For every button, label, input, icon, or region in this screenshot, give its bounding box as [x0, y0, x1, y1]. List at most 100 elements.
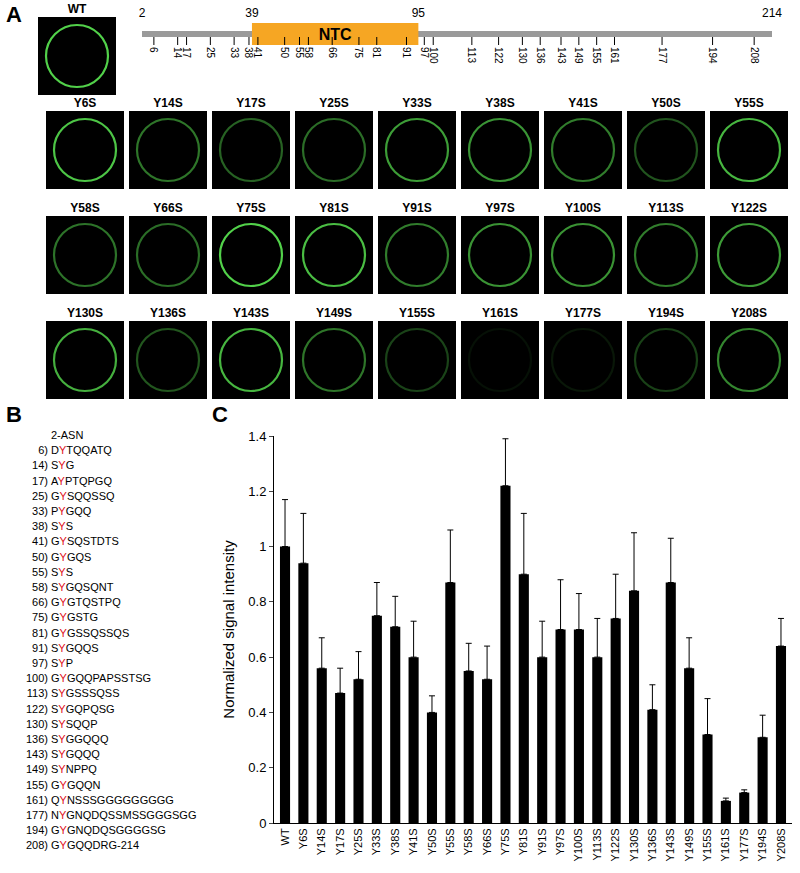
svg-text:Y91S: Y91S [536, 828, 548, 855]
html-text:Y58S: Y58S [70, 201, 100, 215]
svg-text:Y50S: Y50S [426, 828, 438, 855]
html-text:Y136S: Y136S [150, 306, 186, 320]
svg-text:Y41S: Y41S [407, 828, 419, 855]
html-text:Y208S: Y208S [731, 306, 767, 320]
svg-text:25: 25 [205, 47, 216, 59]
html-text:Y155S: Y155S [399, 306, 435, 320]
html-text:WT: WT [67, 2, 87, 16]
html-text:25) G Y SQQSSQ: 25) G Y SQQSSQ [32, 489, 115, 502]
svg-text:17: 17 [181, 47, 192, 59]
html-text:Y100S: Y100S [565, 201, 601, 215]
svg-text:91: 91 [401, 47, 412, 59]
html-text:Y130S: Y130S [67, 306, 103, 320]
svg-text:Y55S: Y55S [444, 828, 456, 855]
svg-text:Normalized signal intensity: Normalized signal intensity [220, 540, 237, 719]
html-text:Y14S: Y14S [153, 96, 183, 110]
svg-text:0: 0 [259, 816, 266, 831]
html-text:Y194S: Y194S [648, 306, 684, 320]
svg-text:100: 100 [428, 47, 439, 64]
svg-text:0.8: 0.8 [248, 594, 266, 609]
html-text:Y17S: Y17S [236, 96, 266, 110]
html-text:Y97S: Y97S [485, 201, 515, 215]
svg-text:Y97S: Y97S [554, 828, 566, 855]
svg-text:Y113S: Y113S [591, 828, 603, 860]
svg-text:Y81S: Y81S [517, 828, 529, 855]
svg-text:Y194S: Y194S [756, 828, 768, 861]
html-text:Y38S: Y38S [485, 96, 515, 110]
svg-text:Y25S: Y25S [352, 828, 364, 855]
html-text:Y122S: Y122S [731, 201, 767, 215]
html-text:Y41S: Y41S [568, 96, 598, 110]
svg-text:1.4: 1.4 [248, 429, 266, 444]
svg-text:41: 41 [252, 47, 263, 59]
html-text:Y55S: Y55S [734, 96, 764, 110]
svg-text:214: 214 [762, 6, 782, 20]
html-text:A: A [6, 2, 22, 27]
svg-text:155: 155 [591, 47, 602, 64]
html-text:C: C [212, 402, 228, 427]
svg-text:6: 6 [148, 47, 159, 53]
svg-text:WT: WT [279, 828, 291, 845]
svg-text:NTC: NTC [319, 26, 352, 43]
svg-text:Y6S: Y6S [297, 828, 309, 849]
svg-text:Y14S: Y14S [315, 828, 327, 855]
svg-text:58: 58 [303, 47, 314, 59]
svg-text:Y143S: Y143S [664, 828, 676, 861]
html-text:14) S Y G: 14) S Y G [32, 459, 75, 472]
html-text:Y161S: Y161S [482, 306, 518, 320]
svg-text:33: 33 [229, 47, 240, 59]
html-text:Y81S: Y81S [319, 201, 349, 215]
html-text:Y50S: Y50S [651, 96, 681, 110]
svg-text:2: 2 [139, 6, 146, 20]
svg-text:143: 143 [556, 47, 567, 64]
svg-text:39: 39 [245, 6, 259, 20]
html-text:6) D Y TQQATQ: 6) D Y TQQATQ [38, 444, 112, 457]
svg-text:Y66S: Y66S [481, 828, 493, 855]
html-text:Y177S: Y177S [565, 306, 601, 320]
svg-text:1: 1 [259, 539, 266, 554]
html-text:Y75S: Y75S [236, 201, 266, 215]
svg-text:0.4: 0.4 [248, 705, 266, 720]
svg-text:149: 149 [573, 47, 584, 64]
svg-text:Y38S: Y38S [389, 828, 401, 855]
html-text:Y149S: Y149S [316, 306, 352, 320]
svg-text:Y122S: Y122S [609, 828, 621, 861]
svg-text:Y33S: Y33S [370, 828, 382, 855]
html-text:Y33S: Y33S [402, 96, 432, 110]
html-text:Y143S: Y143S [233, 306, 269, 320]
svg-text:177: 177 [657, 47, 668, 64]
html-text:Y6S: Y6S [73, 96, 97, 110]
svg-text:50: 50 [279, 47, 290, 59]
svg-text:Y75S: Y75S [499, 828, 511, 855]
svg-text:Y177S: Y177S [738, 828, 750, 861]
svg-text:Y130S: Y130S [628, 828, 640, 861]
svg-text:Y100S: Y100S [572, 828, 584, 861]
svg-text:95: 95 [412, 6, 426, 20]
html-text:Y91S: Y91S [402, 201, 432, 215]
svg-text:1.2: 1.2 [248, 484, 266, 499]
html-text:B: B [6, 402, 22, 427]
html-text:17) A Y PTQPGQ: 17) A Y PTQPGQ [32, 474, 112, 487]
svg-text:66: 66 [327, 47, 338, 59]
svg-text:161: 161 [609, 47, 620, 64]
svg-text:Y58S: Y58S [462, 828, 474, 855]
html-text:Y113S: Y113S [648, 201, 684, 215]
html-text:Y25S: Y25S [319, 96, 349, 110]
svg-text:130: 130 [517, 47, 528, 64]
svg-text:0.2: 0.2 [248, 760, 266, 775]
svg-text:113: 113 [466, 47, 477, 63]
svg-text:208: 208 [749, 47, 760, 64]
svg-text:Y208S: Y208S [775, 828, 787, 861]
svg-text:Y155S: Y155S [701, 828, 713, 861]
svg-text:81: 81 [371, 47, 382, 59]
svg-text:Y149S: Y149S [683, 828, 695, 861]
svg-text:194: 194 [707, 47, 718, 64]
svg-text:Y136S: Y136S [646, 828, 658, 861]
svg-text:Y17S: Y17S [334, 828, 346, 855]
svg-text:122: 122 [493, 47, 504, 64]
html-text:Y66S: Y66S [153, 201, 183, 215]
svg-text:75: 75 [353, 47, 364, 59]
svg-text:Y161S: Y161S [719, 828, 731, 861]
svg-text:136: 136 [535, 47, 546, 64]
svg-text:0.6: 0.6 [248, 650, 266, 665]
